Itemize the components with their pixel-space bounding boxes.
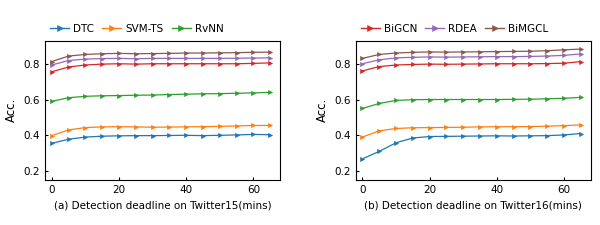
- Legend: BiGCN, RDEA, BiMGCL: BiGCN, RDEA, BiMGCL: [361, 24, 548, 34]
- Y-axis label: Acc.: Acc.: [5, 98, 18, 122]
- X-axis label: (a) Detection deadline on Twitter15(mins): (a) Detection deadline on Twitter15(mins…: [54, 200, 271, 210]
- Legend: DTC, SVM-TS, RvNN: DTC, SVM-TS, RvNN: [50, 24, 224, 34]
- X-axis label: (b) Detection deadline on Twitter16(mins): (b) Detection deadline on Twitter16(mins…: [364, 200, 582, 210]
- Y-axis label: Acc.: Acc.: [316, 98, 329, 122]
